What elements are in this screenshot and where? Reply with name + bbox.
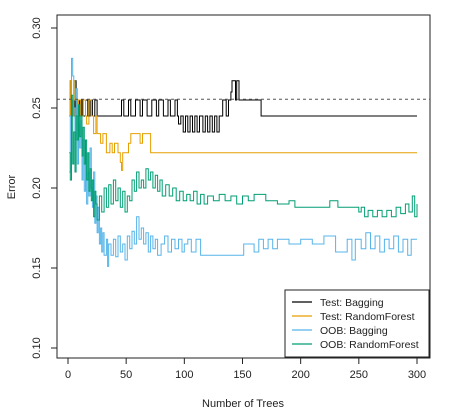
y-tick-label: 0.20: [31, 177, 43, 198]
legend-label-1: Test: RandomForest: [320, 311, 415, 323]
y-axis: 0.10 0.15 0.20 0.25 0.30: [31, 17, 58, 359]
legend-box: [284, 289, 430, 358]
series-line-2: [69, 57, 417, 267]
x-axis-label: Number of Trees: [202, 398, 284, 410]
x-tick-label: 100: [175, 369, 193, 381]
x-tick-label: 200: [291, 369, 309, 381]
x-tick-label: 250: [350, 369, 368, 381]
series-line-3: [69, 94, 418, 221]
legend-label-3: OOB: RandomForest: [320, 339, 419, 351]
x-tick-label: 150: [233, 369, 251, 381]
legend-entries: Test: Bagging Test: RandomForest OOB: Bagg…: [292, 297, 419, 351]
x-axis: 0 50 100 150 200 250 300: [65, 357, 426, 381]
y-axis-label: Error: [6, 174, 18, 199]
legend-label-2: OOB: Bagging: [320, 325, 388, 337]
y-tick-label: 0.10: [31, 337, 43, 358]
series-line-1: [69, 80, 417, 171]
series-line-0: [69, 80, 417, 133]
plot-lines: [69, 57, 418, 267]
y-tick-label: 0.15: [31, 257, 43, 278]
y-tick-label: 0.25: [31, 97, 43, 118]
legend-label-0: Test: Bagging: [320, 297, 384, 309]
legend: Test: Bagging Test: RandomForest OOB: Bagg…: [284, 289, 430, 358]
x-tick-label: 50: [120, 369, 132, 381]
x-tick-label: 300: [408, 369, 426, 381]
x-tick-label: 0: [65, 369, 71, 381]
y-tick-label: 0.30: [31, 17, 43, 38]
